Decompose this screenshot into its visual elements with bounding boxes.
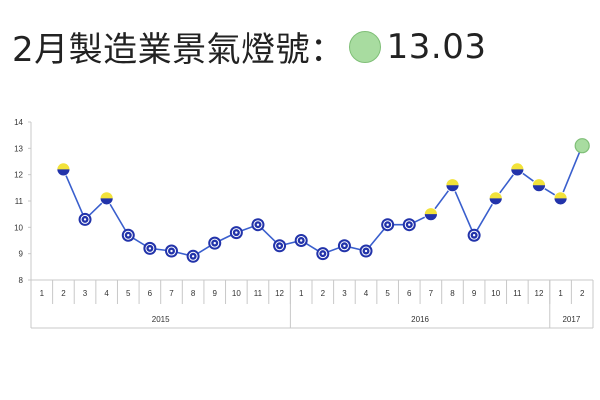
x-tick-label: 8 xyxy=(450,289,455,298)
x-tick-label: 11 xyxy=(254,289,263,298)
x-tick-label: 6 xyxy=(407,289,412,298)
x-tick-label: 1 xyxy=(299,289,304,298)
data-point-blue xyxy=(186,249,200,263)
y-tick-label: 13 xyxy=(14,144,23,153)
data-point-blue xyxy=(402,218,416,232)
x-tick-label: 10 xyxy=(491,289,500,298)
x-tick-label: 7 xyxy=(429,289,434,298)
x-tick-label: 5 xyxy=(126,289,131,298)
data-point-blue xyxy=(337,239,351,253)
data-point-blue xyxy=(273,239,287,253)
x-tick-label: 8 xyxy=(191,289,196,298)
y-tick-label: 10 xyxy=(14,223,23,232)
y-tick-label: 14 xyxy=(14,118,23,127)
data-point-blue xyxy=(381,218,395,232)
x-tick-label: 2 xyxy=(321,289,326,298)
x-tick-label: 12 xyxy=(535,289,544,298)
data-point-blue xyxy=(143,241,157,255)
data-point-green xyxy=(574,138,590,154)
series-line xyxy=(62,145,583,258)
x-tick-label: 1 xyxy=(558,289,563,298)
data-point-yellow-blue xyxy=(510,162,525,177)
data-point-yellow-blue xyxy=(488,191,503,206)
x-tick-label: 9 xyxy=(472,289,477,298)
x-tick-label: 1 xyxy=(40,289,45,298)
title-colon: ： xyxy=(310,30,345,70)
y-tick-label: 8 xyxy=(19,276,24,285)
x-tick-label: 3 xyxy=(83,289,88,298)
x-tick-label: 4 xyxy=(104,289,109,298)
x-tick-label: 4 xyxy=(364,289,369,298)
data-point-blue xyxy=(467,228,481,242)
data-point-blue xyxy=(251,218,265,232)
x-tick-label: 11 xyxy=(513,289,522,298)
data-point-blue xyxy=(165,244,178,258)
data-point-yellow-blue xyxy=(532,178,546,193)
y-tick-label: 11 xyxy=(15,197,24,206)
data-point-yellow-blue xyxy=(423,207,438,222)
data-point-blue xyxy=(294,234,308,247)
x-tick-label: 9 xyxy=(213,289,218,298)
data-point-yellow-blue xyxy=(445,178,460,193)
data-point-blue xyxy=(208,236,222,250)
x-tick-label: 2 xyxy=(580,289,585,298)
data-point-blue xyxy=(229,226,243,240)
x-tick-label: 5 xyxy=(385,289,390,298)
x-tick-label: 7 xyxy=(169,289,174,298)
year-label: 2017 xyxy=(562,315,580,324)
title-text: 2月製造業景氣燈號 xyxy=(12,30,311,70)
data-point-blue xyxy=(121,228,135,242)
x-tick-label: 6 xyxy=(148,289,153,298)
chart-title: 2月製造業景氣燈號 ： 13.03 xyxy=(12,22,486,71)
x-tick-label: 10 xyxy=(232,289,241,298)
x-tick-label: 3 xyxy=(342,289,347,298)
data-point-yellow-blue xyxy=(56,162,71,177)
data-point-blue xyxy=(78,212,92,226)
data-point-yellow-blue xyxy=(553,191,568,206)
x-tick-label: 12 xyxy=(275,289,284,298)
green-light-icon xyxy=(348,30,381,63)
y-axis: 8 9 10 11 12 13 14 xyxy=(14,118,32,285)
y-tick-label: 9 xyxy=(19,250,24,259)
y-tick-label: 12 xyxy=(14,171,23,180)
plot-area xyxy=(56,138,590,263)
score-value: 13.03 xyxy=(386,26,487,67)
x-tick-label: 2 xyxy=(61,289,66,298)
data-point-blue xyxy=(359,244,373,258)
year-label: 2015 xyxy=(152,315,170,324)
data-point-yellow-blue xyxy=(99,191,114,206)
year-label: 2016 xyxy=(411,315,429,324)
data-point-blue xyxy=(316,247,330,261)
